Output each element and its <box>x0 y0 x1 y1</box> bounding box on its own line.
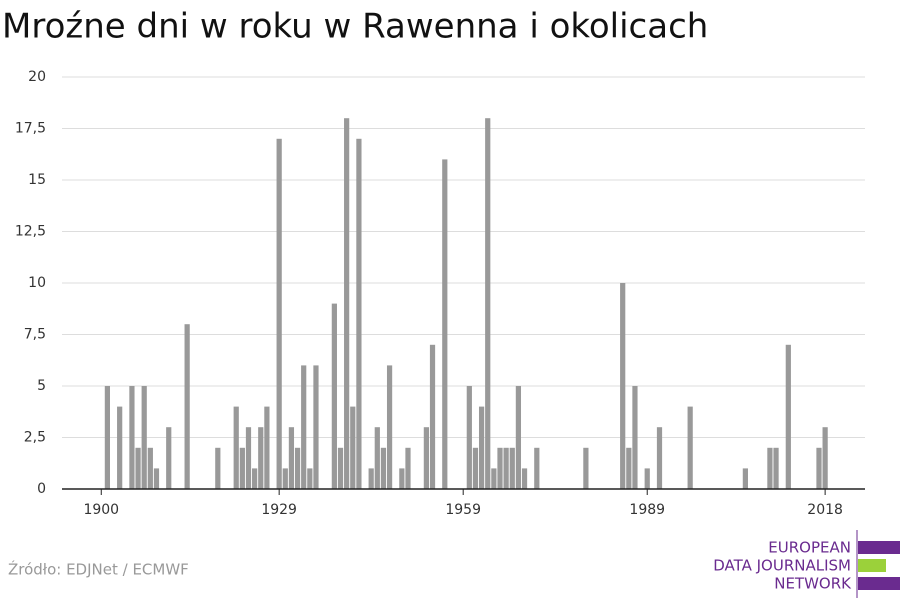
bar <box>583 447 589 489</box>
bar <box>356 138 362 490</box>
bar <box>386 365 393 489</box>
bar <box>368 468 374 489</box>
y-tick-label: 17,5 <box>15 121 46 137</box>
y-tick-label: 2,5 <box>24 430 46 446</box>
bar <box>276 138 282 490</box>
y-tick-label: 7,5 <box>24 327 46 343</box>
bar <box>405 447 411 489</box>
bar <box>773 447 779 489</box>
logo-text: EUROPEAN <box>768 539 851 557</box>
bar <box>337 447 344 489</box>
bar <box>656 427 663 489</box>
bar <box>509 447 515 489</box>
y-tick-label: 0 <box>37 481 46 497</box>
logo-bar <box>858 577 900 590</box>
bar <box>350 406 356 489</box>
bar <box>129 386 135 489</box>
y-tick-label: 10 <box>28 275 46 291</box>
bar <box>632 386 638 489</box>
bar <box>184 324 190 489</box>
bar <box>466 386 472 489</box>
bar <box>153 468 160 489</box>
logo-text: DATA JOURNALISM <box>713 557 851 575</box>
bar <box>423 427 429 489</box>
bar <box>313 365 319 489</box>
logo: EUROPEAN DATA JOURNALISM NETWORK <box>713 530 900 598</box>
bar <box>485 118 491 489</box>
y-tick-label: 20 <box>28 69 46 85</box>
bar <box>374 427 380 489</box>
bar <box>294 447 301 489</box>
bar <box>442 159 448 489</box>
bar <box>344 118 350 489</box>
bar <box>264 406 270 489</box>
bar <box>252 468 258 489</box>
bar <box>288 427 295 489</box>
bar <box>816 447 822 489</box>
bar <box>104 386 111 489</box>
bar <box>141 386 147 489</box>
bar <box>472 447 479 489</box>
y-tick-label: 5 <box>37 378 46 394</box>
bar <box>166 427 172 489</box>
bar <box>644 468 650 489</box>
x-tick-label: 1989 <box>629 502 665 518</box>
x-tick-label: 2018 <box>807 502 843 518</box>
x-tick-label: 1929 <box>261 502 297 518</box>
bar <box>534 447 540 489</box>
bar <box>282 468 288 489</box>
bar <box>515 386 522 489</box>
bar <box>239 447 245 489</box>
bar <box>117 406 123 489</box>
bar <box>301 365 307 489</box>
bar <box>245 427 252 489</box>
bar <box>767 447 773 489</box>
bar <box>491 468 497 489</box>
bar <box>478 406 485 489</box>
bar <box>785 344 791 489</box>
bar <box>215 447 221 489</box>
logo-bar <box>858 559 886 572</box>
bar <box>380 447 387 489</box>
bar <box>258 427 264 489</box>
bar <box>429 344 436 489</box>
x-tick-label: 1959 <box>445 502 481 518</box>
bar <box>822 427 828 489</box>
bar <box>620 283 626 489</box>
bar <box>503 447 509 489</box>
bar <box>521 468 528 489</box>
bar <box>307 468 313 489</box>
bar <box>399 468 405 489</box>
bar <box>497 447 503 489</box>
y-tick-label: 12,5 <box>15 224 46 240</box>
bar <box>742 468 748 489</box>
source: Źródło: EDJNet / ECMWF <box>8 560 189 579</box>
logo-text: NETWORK <box>774 575 852 593</box>
x-tick-label: 1900 <box>83 502 119 518</box>
bar <box>233 406 239 489</box>
y-tick-label: 15 <box>28 172 46 188</box>
bar <box>331 303 337 489</box>
bar <box>687 406 693 489</box>
bar <box>147 447 153 489</box>
bar <box>626 447 632 489</box>
logo-bar <box>858 541 900 554</box>
chart-title: Mroźne dni w roku w Rawenna i okolicach <box>2 7 708 47</box>
bar <box>135 447 141 489</box>
